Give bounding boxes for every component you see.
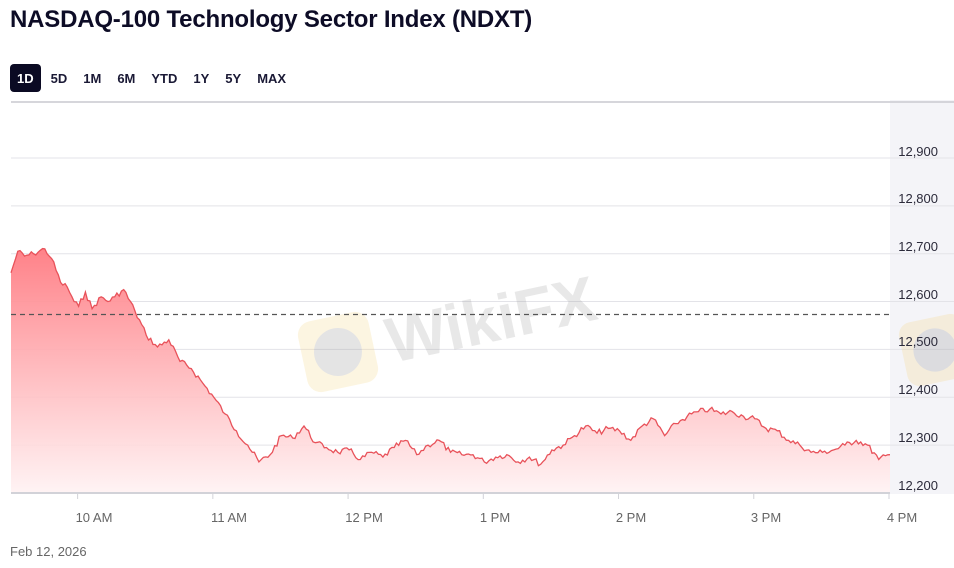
y-axis-panel	[890, 100, 954, 494]
range-5d-button[interactable]: 5D	[50, 70, 68, 86]
range-6m-button[interactable]: 6M	[117, 70, 136, 86]
range-5y-button[interactable]: 5Y	[225, 70, 242, 86]
svg-text:WikiFX: WikiFX	[379, 262, 602, 377]
range-1d-button[interactable]: 1D	[10, 64, 41, 92]
y-tick-label: 12,700	[898, 239, 938, 254]
page-title: NASDAQ-100 Technology Sector Index (NDXT…	[10, 6, 533, 33]
x-tick-marks	[77, 493, 890, 499]
range-1y-button[interactable]: 1Y	[193, 70, 210, 86]
y-tick-label: 12,900	[898, 144, 938, 159]
chart-canvas[interactable]: WikiFX	[0, 100, 954, 540]
x-tick-label: 3 PM	[750, 510, 782, 525]
x-tick-label: 4 PM	[886, 510, 918, 525]
watermark-layer: WikiFX	[297, 262, 954, 393]
y-tick-label: 12,400	[898, 382, 938, 397]
range-selector: 1D 5D 1M 6M YTD 1Y 5Y MAX	[10, 64, 296, 92]
y-tick-label: 12,300	[898, 430, 938, 445]
price-chart[interactable]: WikiFX 12,900 12,800 12,700 12,600 12,50…	[0, 100, 954, 540]
x-tick-label: 2 PM	[615, 510, 647, 525]
y-tick-label: 12,500	[898, 334, 938, 349]
range-ytd-button[interactable]: YTD	[151, 70, 178, 86]
price-area	[11, 248, 890, 493]
x-tick-label: 12 PM	[345, 510, 383, 525]
x-tick-label: 10 AM	[75, 510, 113, 525]
x-tick-label: 11 AM	[211, 510, 247, 525]
range-1m-button[interactable]: 1M	[83, 70, 102, 86]
y-tick-label: 12,800	[898, 191, 938, 206]
y-tick-label: 12,200	[898, 478, 938, 493]
x-tick-label: 1 PM	[479, 510, 511, 525]
y-tick-label: 12,600	[898, 287, 938, 302]
range-max-button[interactable]: MAX	[257, 70, 287, 86]
price-line	[10, 247, 891, 467]
chart-date: Feb 12, 2026	[10, 544, 87, 559]
